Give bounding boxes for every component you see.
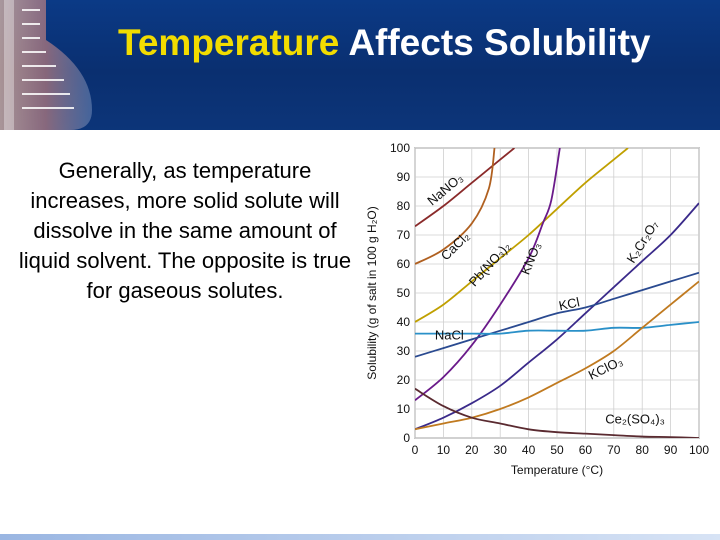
series-line-ce-so- [415,387,699,438]
series-label: NaCl [435,327,464,342]
flask-icon [0,0,92,130]
series-line-cacl- [415,148,496,265]
body-text: Generally, as temperature increases, mor… [18,158,352,303]
series-line-k-cr-o- [415,202,699,431]
series-line-kcl [415,271,699,358]
y-tick-label: 50 [397,286,411,300]
title-rest: Affects Solubility [348,22,651,63]
y-tick-label: 60 [397,257,411,271]
y-tick-label: 70 [397,228,411,242]
x-tick-label: 90 [664,443,678,457]
y-tick-label: 20 [397,373,411,387]
x-tick-label: 30 [494,443,508,457]
series-line-nacl [415,321,699,335]
x-tick-label: 60 [579,443,593,457]
series-label: KCl [557,294,581,313]
x-tick-label: 50 [550,443,564,457]
y-tick-label: 100 [390,141,410,155]
header-bar: Temperature Affects Solubility [0,0,720,130]
series-line-kno- [415,148,561,401]
x-tick-label: 70 [607,443,621,457]
y-tick-label: 80 [397,199,411,213]
y-tick-label: 90 [397,170,411,184]
y-axis-label: Solubility (g of salt in 100 g H₂O) [365,206,379,379]
x-tick-label: 80 [636,443,650,457]
y-tick-label: 10 [397,402,411,416]
x-axis-label: Temperature (°C) [511,463,603,477]
series-label: Ce₂(SO₄)₃ [605,412,665,427]
series-line-nano- [415,148,515,228]
title-accent: Temperature [118,22,340,63]
x-tick-label: 100 [689,443,709,457]
y-tick-label: 30 [397,344,411,358]
footer-bar [0,534,720,540]
slide-title: Temperature Affects Solubility [118,20,698,66]
y-tick-label: 0 [403,431,410,445]
y-tick-label: 40 [397,315,411,329]
x-tick-label: 20 [465,443,479,457]
series-line-kclo- [415,280,699,431]
x-tick-label: 40 [522,443,536,457]
series-line-pb-no- [415,148,629,323]
x-tick-label: 10 [437,443,451,457]
solubility-chart: 0 10 20 30 40 50 60 70 80 90 100 0 10 20 30 40 50 60 70 80 9… [365,141,709,477]
x-tick-label: 0 [412,443,419,457]
